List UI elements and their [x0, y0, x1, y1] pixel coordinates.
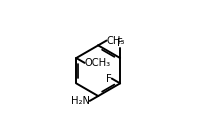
Text: F: F	[117, 38, 123, 48]
Text: F: F	[106, 74, 112, 84]
Text: H₂N: H₂N	[71, 96, 90, 106]
Text: OCH₃: OCH₃	[85, 58, 111, 68]
Text: CH₃: CH₃	[107, 36, 125, 46]
